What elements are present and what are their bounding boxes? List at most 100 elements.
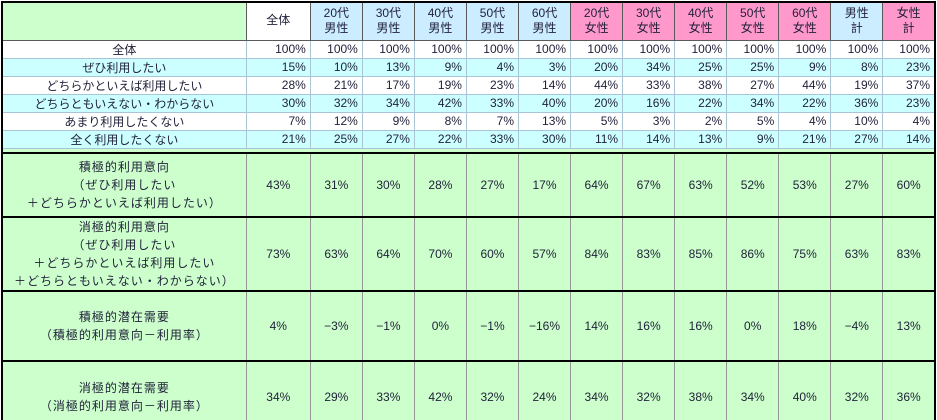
- data-cell: 100%: [413, 39, 467, 59]
- data-cell: 86%: [726, 216, 780, 292]
- data-cell: 12%: [309, 111, 363, 131]
- data-cell: 100%: [465, 39, 520, 59]
- data-cell: 34%: [622, 57, 676, 77]
- data-cell: 23%: [882, 93, 936, 113]
- column-header-label: 計: [902, 21, 915, 36]
- data-cell: 5%: [726, 111, 780, 131]
- data-cell: 13%: [361, 57, 415, 77]
- data-cell: 11%: [570, 129, 624, 149]
- column-header-label: 男性: [532, 21, 557, 36]
- data-cell: 30%: [361, 152, 415, 218]
- data-cell: 18%: [778, 290, 832, 362]
- data-cell: −1%: [465, 290, 520, 362]
- data-cell: 27%: [830, 129, 884, 149]
- data-cell: 8%: [830, 57, 884, 77]
- data-cell: 100%: [361, 39, 415, 59]
- data-cell: 22%: [674, 93, 728, 113]
- data-cell: 21%: [245, 129, 311, 149]
- data-cell: 19%: [830, 75, 884, 95]
- column-header-female-total: 女性計: [882, 1, 936, 41]
- spacer-row: [1, 147, 936, 154]
- data-cell: 15%: [245, 57, 311, 77]
- data-cell: 4%: [465, 57, 520, 77]
- data-cell: 16%: [622, 93, 676, 113]
- data-cell: 27%: [465, 152, 520, 218]
- data-cell: 10%: [309, 57, 363, 77]
- column-header-label: 50代: [740, 5, 766, 20]
- data-cell: 100%: [309, 39, 363, 59]
- data-cell: 100%: [674, 39, 728, 59]
- data-cell: 30%: [245, 93, 311, 113]
- data-cell: 8%: [413, 111, 467, 131]
- column-header-label: 60代: [792, 5, 818, 20]
- data-cell: 2%: [674, 111, 728, 131]
- data-cell: 60%: [882, 152, 936, 218]
- data-cell: 20%: [570, 57, 624, 77]
- data-cell: 7%: [245, 111, 311, 131]
- data-cell: 14%: [622, 129, 676, 149]
- data-cell: 100%: [245, 39, 311, 59]
- data-cell: 7%: [465, 111, 520, 131]
- column-header-label: 40代: [427, 5, 454, 20]
- data-cell: 34%: [726, 93, 780, 113]
- row-label: どちらともいえない・わからない: [1, 93, 247, 113]
- column-header-male-20s: 20代 男性: [309, 1, 363, 41]
- data-cell: 10%: [830, 111, 884, 131]
- table-row-positive-intent: 積極的利用意向 （ぜひ利用したい ＋どちらかといえば利用したい） 43% 31%…: [1, 152, 936, 218]
- data-cell: 28%: [245, 75, 311, 95]
- data-cell: 40%: [778, 360, 832, 420]
- table-row-negative-latent-demand: 消極的潜在需要 （消極的利用意向－利用率） 34% 29% 33% 42% 32…: [1, 360, 936, 420]
- data-cell: 33%: [465, 93, 520, 113]
- data-cell: 70%: [413, 216, 467, 292]
- column-header-label: 30代: [375, 5, 402, 20]
- data-cell: 21%: [778, 129, 832, 149]
- data-cell: 63%: [309, 216, 363, 292]
- column-header-female-20s: 20代 女性: [570, 1, 624, 41]
- column-header-label: 30代: [635, 5, 662, 20]
- data-cell: 42%: [413, 93, 467, 113]
- column-header-label: 40代: [687, 5, 714, 20]
- data-cell: 27%: [361, 129, 415, 149]
- data-cell: 25%: [309, 129, 363, 149]
- data-cell: 34%: [245, 360, 311, 420]
- column-header-label: 女性: [740, 21, 765, 36]
- row-label: 全体: [1, 39, 247, 59]
- data-cell: 75%: [778, 216, 832, 292]
- data-cell: 16%: [674, 290, 728, 362]
- data-cell: 44%: [570, 75, 624, 95]
- column-header-label: 女性: [896, 5, 921, 20]
- data-cell: 67%: [622, 152, 676, 218]
- data-cell: 9%: [413, 57, 467, 77]
- header-blank-cell: [1, 1, 247, 41]
- data-cell: 83%: [622, 216, 676, 292]
- column-header-male-30s: 30代 男性: [361, 1, 415, 41]
- data-cell: 9%: [778, 57, 832, 77]
- data-cell: 36%: [830, 93, 884, 113]
- data-cell: 25%: [674, 57, 728, 77]
- row-label: 消極的潜在需要 （消極的利用意向－利用率）: [1, 360, 247, 420]
- header-row: 全体 20代 男性 30代 男性 40代 男性 50代 男性 60代 男性 20代 女性 3…: [1, 1, 936, 41]
- data-cell: 9%: [726, 129, 780, 149]
- data-cell: 0%: [726, 290, 780, 362]
- table-row-positive-latent-demand: 積極的潜在需要 （積極的利用意向－利用率） 4% −3% −1% 0% −1% …: [1, 290, 936, 362]
- data-cell: 17%: [517, 152, 572, 218]
- data-cell: 24%: [517, 360, 572, 420]
- table-row-definitely-use: ぜひ利用したい 15% 10% 13% 9% 4% 3% 20% 34% 25%…: [1, 57, 936, 77]
- column-header-label: 20代: [583, 5, 610, 20]
- data-cell: 100%: [778, 39, 832, 59]
- data-cell: 34%: [361, 93, 415, 113]
- data-cell: 63%: [830, 216, 884, 292]
- column-header-label: 60代: [531, 5, 558, 20]
- column-header-label: 20代: [323, 5, 350, 20]
- data-cell: 19%: [413, 75, 467, 95]
- data-cell: 57%: [517, 216, 572, 292]
- data-cell: 23%: [465, 75, 520, 95]
- data-cell: 31%: [309, 152, 363, 218]
- data-cell: 4%: [245, 290, 311, 362]
- column-header-female-30s: 30代 女性: [622, 1, 676, 41]
- row-label: 全く利用したくない: [1, 129, 247, 149]
- spacer-cell: [1, 147, 936, 154]
- data-cell: 85%: [674, 216, 728, 292]
